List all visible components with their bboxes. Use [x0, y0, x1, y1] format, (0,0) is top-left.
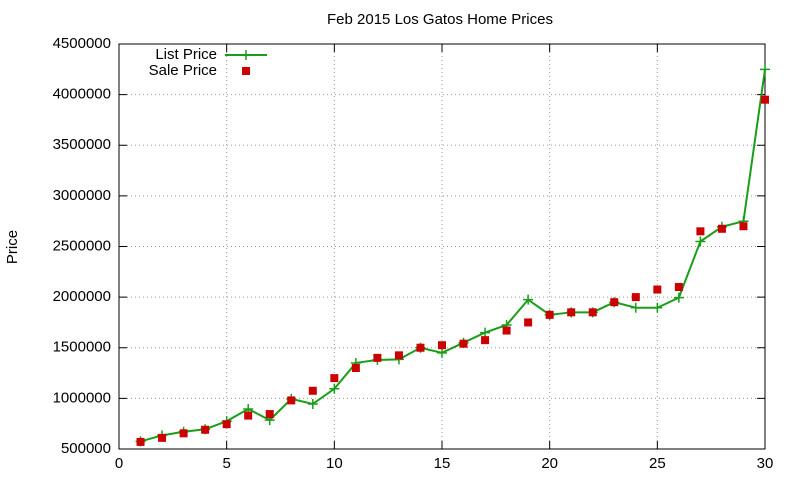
- data-point: [201, 425, 210, 434]
- y-tick-label: 500000: [61, 440, 111, 457]
- data-point: [373, 353, 382, 362]
- data-point: [394, 351, 403, 360]
- data-point: [567, 308, 576, 317]
- x-tick-label: 30: [757, 455, 774, 472]
- data-point: [158, 433, 167, 442]
- data-point: [652, 302, 663, 313]
- y-tick-label: 1000000: [53, 389, 111, 406]
- data-point: [307, 398, 318, 409]
- data-point: [481, 336, 490, 345]
- data-point: [416, 343, 425, 352]
- data-point: [673, 292, 684, 303]
- x-tick-label: 15: [434, 455, 451, 472]
- data-point: [696, 227, 705, 236]
- data-point: [653, 285, 662, 294]
- x-tick-label: 10: [326, 455, 343, 472]
- data-point: [502, 326, 511, 335]
- data-point: [136, 437, 145, 446]
- data-point: [610, 298, 619, 307]
- chart-title: Feb 2015 Los Gatos Home Prices: [327, 11, 553, 28]
- y-tick-label: 3000000: [53, 187, 111, 204]
- data-point: [308, 386, 317, 395]
- data-point: [588, 308, 597, 317]
- data-point: [179, 429, 188, 438]
- y-tick-label: 2000000: [53, 288, 111, 305]
- data-point: [674, 283, 683, 291]
- data-point: [523, 294, 534, 305]
- data-point: [222, 420, 231, 429]
- data-point: [287, 396, 296, 405]
- data-point: [761, 95, 769, 104]
- data-point: [630, 302, 641, 313]
- legend-label: Sale Price: [149, 62, 217, 79]
- x-tick-label: 0: [115, 455, 123, 472]
- y-axis-label: Price: [4, 230, 21, 264]
- y-tick-label: 2500000: [53, 237, 111, 254]
- data-point: [631, 293, 640, 302]
- data-point: [480, 327, 491, 338]
- y-tick-label: 3500000: [53, 136, 111, 153]
- data-point: [244, 411, 253, 420]
- plot-border: [118, 43, 766, 450]
- x-tick-label: 20: [541, 455, 558, 472]
- legend-marker: [241, 50, 251, 60]
- data-point: [330, 374, 339, 383]
- y-tick-label: 4500000: [53, 35, 111, 52]
- data-point: [351, 364, 360, 372]
- data-point: [545, 310, 554, 319]
- data-point: [265, 410, 274, 419]
- data-point: [459, 339, 468, 348]
- y-tick-label: 4000000: [53, 86, 111, 103]
- data-point: [438, 341, 446, 350]
- data-line: [140, 69, 766, 443]
- legend-marker: [242, 67, 250, 75]
- data-point: [760, 64, 770, 75]
- data-point: [524, 318, 533, 327]
- x-tick-label: 5: [222, 455, 230, 472]
- data-point: [437, 347, 447, 358]
- legend-label: List Price: [155, 46, 217, 63]
- data-point: [717, 224, 726, 233]
- data-point: [739, 222, 748, 231]
- x-tick-label: 25: [649, 455, 666, 472]
- data-point: [329, 383, 340, 394]
- y-tick-label: 1500000: [53, 339, 111, 356]
- data-point: [695, 236, 706, 247]
